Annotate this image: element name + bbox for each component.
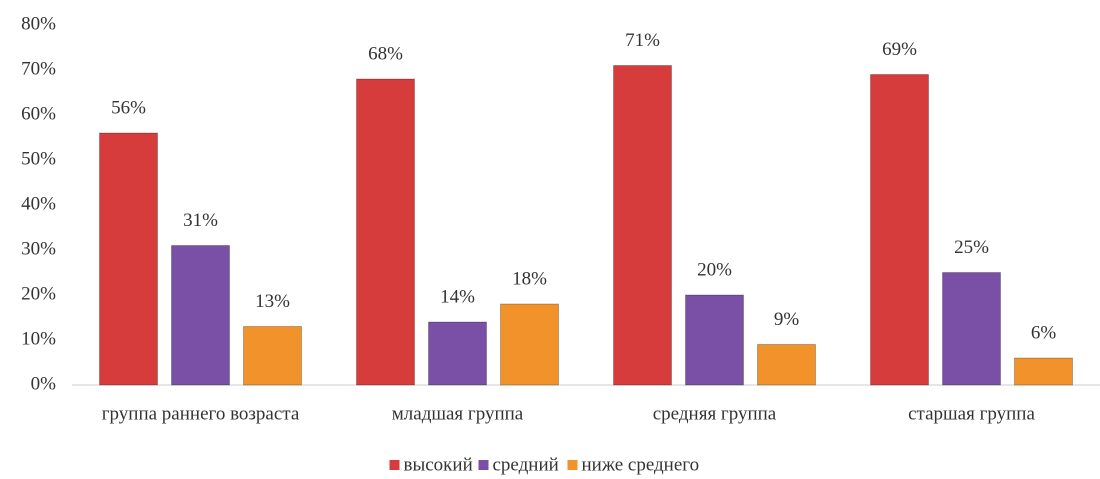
bar — [685, 294, 744, 386]
bar — [870, 74, 929, 386]
y-tick-label: 50% — [21, 148, 56, 169]
x-tick-label: средняя группа — [653, 403, 777, 424]
legend-label: средний — [493, 454, 559, 475]
x-tick-label: старшая группа — [908, 403, 1035, 424]
bar — [356, 78, 415, 386]
y-tick-label: 20% — [21, 283, 56, 304]
data-label: 71% — [625, 30, 660, 51]
bar — [171, 245, 230, 386]
data-label: 68% — [368, 43, 403, 64]
y-tick-label: 70% — [21, 58, 56, 79]
y-tick-label: 0% — [31, 373, 57, 394]
y-tick-label: 80% — [21, 13, 56, 34]
bar — [243, 326, 302, 386]
data-label: 14% — [440, 286, 475, 307]
bar — [428, 321, 487, 386]
y-tick-label: 40% — [21, 193, 56, 214]
legend-swatch — [567, 460, 578, 470]
x-tick-label: группа раннего возраста — [102, 403, 300, 424]
data-label: 20% — [697, 259, 732, 280]
legend-label: ниже среднего — [582, 454, 700, 475]
bar — [613, 65, 672, 386]
legend-swatch — [478, 460, 489, 470]
data-label: 56% — [111, 97, 146, 118]
data-label: 9% — [774, 309, 800, 330]
data-label: 31% — [183, 210, 218, 231]
data-label: 18% — [512, 268, 547, 289]
y-tick-label: 30% — [21, 238, 56, 259]
bar — [99, 132, 158, 386]
bar — [942, 272, 1001, 386]
bar — [500, 303, 559, 386]
bar — [757, 344, 816, 386]
x-tick-label: младшая группа — [392, 403, 524, 424]
bar — [1014, 357, 1073, 386]
legend-swatch — [389, 460, 400, 470]
data-label: 69% — [882, 39, 917, 60]
y-tick-label: 10% — [21, 328, 56, 349]
data-label: 13% — [255, 291, 290, 312]
data-label: 25% — [954, 237, 989, 258]
legend-label: высокий — [404, 454, 473, 475]
data-label: 6% — [1031, 322, 1057, 343]
y-tick-label: 60% — [21, 103, 56, 124]
